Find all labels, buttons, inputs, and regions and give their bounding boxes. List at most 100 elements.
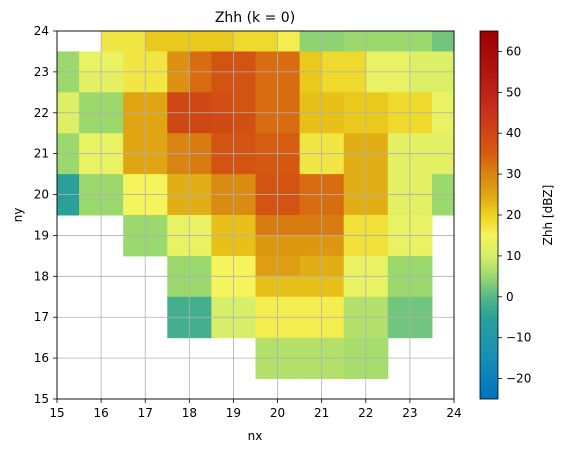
heatmap-cell (123, 31, 146, 52)
heatmap-cell (277, 133, 301, 155)
heatmap-cell (277, 92, 301, 114)
heatmap-cell (79, 194, 102, 216)
heatmap-cell (299, 194, 323, 216)
heatmap-cell (387, 153, 411, 175)
heatmap-cell (189, 112, 212, 134)
heatmap-cell (409, 133, 433, 155)
heatmap-cell (277, 112, 301, 134)
heatmap-cell (299, 92, 323, 114)
heatmap-cell (321, 71, 345, 93)
y-tick-label: 20 (34, 188, 49, 202)
heatmap-cell (211, 255, 234, 277)
heatmap-cell (167, 153, 190, 175)
heatmap-cell (255, 255, 279, 277)
heatmap-cell (365, 112, 389, 134)
heatmap-cell (145, 31, 168, 52)
heatmap-cell (343, 92, 367, 114)
heatmap-cell (189, 235, 212, 257)
colorbar-tick-label: 20 (506, 208, 521, 222)
x-tick-label: 21 (314, 406, 329, 420)
heatmap-cell (123, 112, 146, 134)
heatmap-cell (409, 255, 433, 277)
colorbar-ticks: −20 −10 0 10 20 30 40 50 60 (498, 44, 531, 386)
heatmap-cell (167, 296, 190, 318)
heatmap-cell (277, 235, 301, 257)
heatmap-cell (431, 51, 455, 73)
heatmap-cell (321, 358, 345, 380)
heatmap-cell (233, 31, 256, 52)
heatmap-cell (255, 235, 279, 257)
heatmap-cell (255, 51, 279, 73)
heatmap-cell (101, 31, 124, 52)
heatmap-cell (321, 112, 345, 134)
heatmap-cell (255, 215, 279, 236)
heatmap-cell (211, 276, 234, 298)
heatmap-cell (365, 358, 389, 380)
heatmap-cell (409, 71, 433, 93)
heatmap-cell (321, 235, 345, 257)
heatmap-cell (409, 317, 433, 339)
heatmap-cell (123, 194, 146, 216)
heatmap-cell (255, 194, 279, 216)
heatmap-cell (101, 153, 124, 175)
heatmap-cell (343, 358, 367, 380)
y-tick-label: 23 (34, 65, 49, 79)
heatmap-cell (101, 51, 124, 73)
heatmap-cell (167, 317, 190, 339)
heatmap-cell (409, 276, 433, 298)
heatmap-cell (189, 255, 212, 277)
heatmap-cell (255, 153, 279, 175)
y-tick-label: 15 (34, 392, 49, 406)
heatmap-cell (145, 112, 168, 134)
heatmap-cell (343, 71, 367, 93)
heatmap-cell (277, 358, 301, 380)
heatmap-cell (365, 92, 389, 114)
heatmap-cell (277, 215, 301, 236)
heatmap-cell (321, 337, 345, 359)
heatmap-cell (211, 235, 234, 257)
heatmap-cell (101, 112, 124, 134)
heatmap-cell (233, 71, 256, 93)
heatmap-cell (431, 92, 455, 114)
heatmap-cell (79, 174, 102, 196)
heatmap-cell (123, 215, 146, 236)
colorbar-tick-label: 30 (506, 167, 521, 181)
heatmap-cell (211, 112, 234, 134)
heatmap-cell (409, 51, 433, 73)
heatmap-cell (343, 153, 367, 175)
heatmap-cell (255, 71, 279, 93)
heatmap-cell (365, 296, 389, 318)
heatmap-cell (321, 133, 345, 155)
heatmap-cell (211, 153, 234, 175)
heatmap-cell (343, 276, 367, 298)
heatmap-cell (321, 194, 345, 216)
heatmap-cell (365, 174, 389, 196)
heatmap-cell (409, 235, 433, 257)
x-axis-ticks: 15 16 17 18 19 20 21 22 23 24 (49, 399, 462, 420)
heatmap-cell (343, 296, 367, 318)
heatmap-cell (365, 255, 389, 277)
heatmap-cell (167, 51, 190, 73)
heatmap-cell (189, 174, 212, 196)
heatmap-cell (79, 71, 102, 93)
heatmap-cell (277, 194, 301, 216)
colorbar-tick-label: 0 (506, 290, 514, 304)
heatmap-cell (189, 153, 212, 175)
heatmap-cell (387, 174, 411, 196)
colorbar (479, 30, 499, 400)
heatmap-cell (211, 92, 234, 114)
y-axis-ticks: 15 16 17 18 19 20 21 22 23 24 (34, 24, 57, 406)
heatmap-cell (409, 31, 433, 52)
heatmap-cell (387, 235, 411, 257)
heatmap-cell (123, 133, 146, 155)
colorbar-tick-label: 40 (506, 126, 521, 140)
heatmap-cell (409, 153, 433, 175)
colorbar-tick-label: 10 (506, 249, 521, 263)
heatmap-cell (365, 153, 389, 175)
heatmap-cell (189, 317, 212, 339)
heatmap-cell (233, 153, 256, 175)
heatmap-cell (123, 71, 146, 93)
heatmap-cell (189, 276, 212, 298)
heatmap-cell (343, 133, 367, 155)
